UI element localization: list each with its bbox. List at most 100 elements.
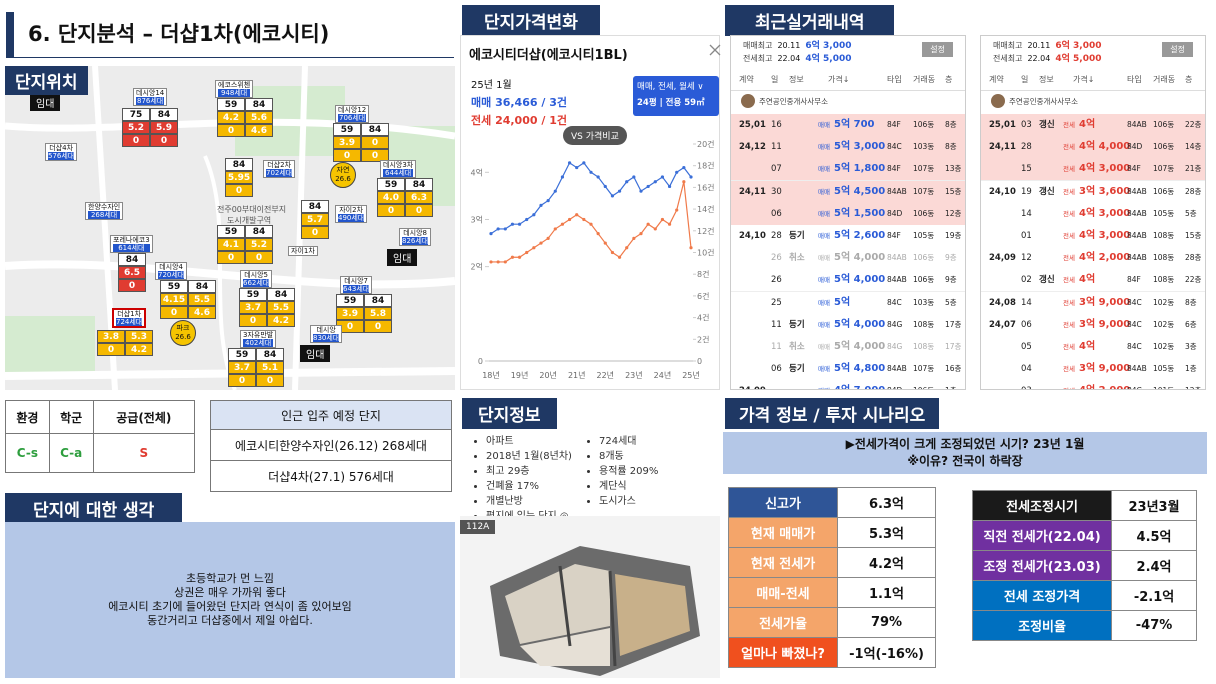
- price: 4억 7,000: [834, 380, 885, 389]
- grid-cell: 6.3: [405, 191, 433, 204]
- price: 4억: [1079, 274, 1096, 286]
- label-cell: 현재 전세가: [727, 547, 839, 578]
- type: 84F: [887, 120, 901, 129]
- type: 84G: [887, 319, 903, 329]
- scenario-banner: ▶전세가격이 크게 조정되었던 시기? 23년 1월 ※이유? 전국이 하락장: [723, 432, 1207, 474]
- dong: 108동: [1153, 253, 1175, 263]
- deal-row: 01 전세 4억 3,000 84AB 108동 15층: [981, 225, 1205, 248]
- grid-cell: 0: [377, 204, 405, 217]
- marker-name: 데시앙7: [344, 277, 369, 285]
- grid-cell: 0: [228, 374, 256, 387]
- grid-cell: 59: [217, 225, 245, 238]
- point: [560, 175, 565, 179]
- month: 24,11: [739, 186, 766, 197]
- summary-line: 매매최고 20.11 6억 3,000: [743, 38, 852, 51]
- y2-tick-label: 6건: [697, 291, 709, 301]
- jeonse-text: 전세 24,000 / 1건: [471, 114, 567, 127]
- type: 84C: [887, 297, 902, 307]
- month: 24,11: [989, 142, 1016, 153]
- x-tick-label: 21년: [568, 370, 586, 380]
- kind: 매매: [818, 209, 830, 218]
- kind: 전세: [1063, 320, 1075, 329]
- day: 02: [1021, 275, 1032, 286]
- compare-button[interactable]: VS 가격비교: [563, 126, 627, 145]
- filter-box[interactable]: 매매, 전세, 월세 ∨ 24평 | 전용 59㎡: [633, 76, 719, 116]
- grid-cell: 0: [333, 149, 361, 162]
- grid-cell: 75: [122, 108, 150, 121]
- day: 25: [771, 297, 782, 308]
- marker-name: 데시앙14: [136, 89, 165, 97]
- floor: 9층: [945, 275, 957, 285]
- section-label: 단지위치: [5, 66, 88, 95]
- dong: 107동: [913, 164, 935, 174]
- price: 3억 9,000: [1079, 363, 1131, 375]
- info-box: 아파트2018년 1월(8년차)최고 29층건폐율 17%개별난방평지에 있는 …: [460, 430, 720, 522]
- price: 5억 4,000: [834, 341, 886, 352]
- deal-row: 25,01 16 매매 5억 700 84F 106동 8층: [731, 114, 965, 137]
- dong: 107동: [913, 186, 935, 196]
- marker-label: 자이1차: [288, 246, 318, 256]
- grade-cell: C-s: [5, 433, 50, 473]
- kind: 전세: [1063, 343, 1075, 351]
- grid-cell: 5.6: [245, 111, 273, 124]
- deal-row: 26 매매 5억 4,000 84AB 106동 9층: [731, 269, 965, 293]
- summary-label: 전세최고: [743, 54, 773, 63]
- type: 84AB: [887, 253, 907, 263]
- price: 4억 3,000: [1079, 163, 1131, 175]
- point: [675, 208, 679, 212]
- marker-units: 706세대: [338, 114, 367, 122]
- month: 24,10: [739, 231, 766, 241]
- info: 갱신: [1039, 186, 1055, 197]
- floor-plan: 112A: [460, 516, 720, 678]
- price: 5억 1,800: [834, 163, 886, 175]
- y2-tick-label: 0: [697, 357, 702, 366]
- kind: 매매: [818, 380, 830, 389]
- header-cell: 일: [1021, 75, 1029, 84]
- dong: 105동: [1153, 364, 1175, 374]
- marker-units: 724세대: [116, 318, 143, 326]
- price: 3억 9,000: [1079, 296, 1131, 308]
- grid-cell: 0: [217, 251, 245, 264]
- grid-cell: 4.6: [245, 124, 273, 137]
- price: 4억: [1079, 119, 1096, 130]
- floor: 21층: [1185, 164, 1202, 174]
- kind: 전세: [1063, 298, 1075, 307]
- marker-units: 644세대: [383, 169, 414, 177]
- circle-value: 26.6: [175, 333, 191, 341]
- info-item: 2018년 1월(8년차): [486, 449, 572, 464]
- map-circle: 파크 26.6: [170, 320, 196, 346]
- type: 84AB: [1127, 120, 1147, 129]
- chart-title: 에코시티더샵(에코시티1BL): [469, 48, 628, 63]
- settings-button[interactable]: 설정: [922, 42, 953, 57]
- value-cell: 4.5억: [1111, 520, 1197, 551]
- row: 현재 전세가 4.2억: [727, 547, 936, 578]
- grid-cell: 5.3: [125, 330, 153, 343]
- settings-button[interactable]: 설정: [1162, 42, 1193, 57]
- dong: 102동: [1153, 342, 1175, 351]
- price: 4억 2,000: [1079, 380, 1130, 389]
- deal-row: 15 전세 4억 3,000 84F 107동 21층: [981, 158, 1205, 182]
- dong: 108동: [1153, 231, 1175, 240]
- y2-tick-label: 2건: [697, 334, 709, 344]
- dong: 106동: [1153, 186, 1175, 196]
- grid-cell: 59: [160, 280, 188, 293]
- price: 3억 3,600: [1079, 185, 1131, 197]
- month: 24,08: [989, 297, 1016, 308]
- point: [689, 246, 693, 250]
- section-label: 가격 정보 / 투자 시나리오: [725, 398, 940, 429]
- marker-units: 614세대: [113, 244, 150, 252]
- deal-row: 26 취소 매매 5억 4,000 84AB 106동 9층: [731, 247, 965, 271]
- point: [667, 222, 672, 226]
- grid-cell: 0: [225, 184, 253, 197]
- kind: 전세: [1063, 143, 1075, 152]
- floor: 19층: [945, 231, 962, 240]
- x-tick-label: 22년: [597, 370, 615, 380]
- close-icon[interactable]: [709, 44, 721, 56]
- floor: 9층: [945, 253, 957, 263]
- grid-cell: 4.15: [160, 293, 188, 306]
- floor: 28층: [1185, 186, 1202, 196]
- x-tick-label: 25년: [682, 370, 700, 380]
- type: 84D: [1127, 142, 1143, 152]
- marker-units: 490세대: [338, 214, 365, 222]
- divider: [731, 90, 965, 91]
